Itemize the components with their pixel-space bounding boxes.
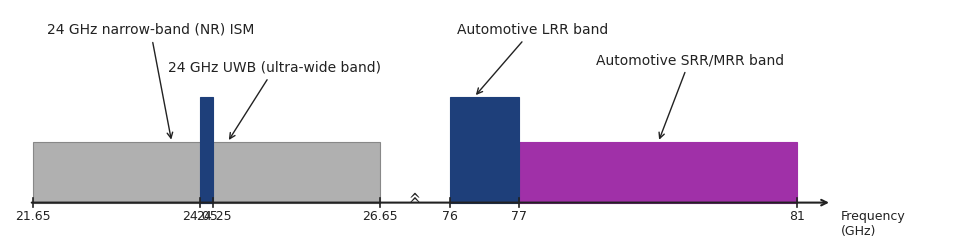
Text: 24.05: 24.05 (181, 210, 217, 223)
Text: Automotive SRR/MRR band: Automotive SRR/MRR band (595, 53, 784, 138)
Text: 77: 77 (511, 210, 527, 223)
Text: 26.65: 26.65 (363, 210, 398, 223)
Bar (519, 142, 797, 203)
Bar (33, 142, 380, 203)
Text: 21.65: 21.65 (15, 210, 50, 223)
Bar (450, 97, 519, 203)
Text: 24 GHz UWB (ultra-wide band): 24 GHz UWB (ultra-wide band) (168, 61, 381, 139)
Text: 81: 81 (789, 210, 805, 223)
Text: Frequency
(GHz): Frequency (GHz) (841, 210, 906, 238)
Bar (200, 97, 213, 203)
Text: »: » (405, 188, 425, 201)
Text: 24.25: 24.25 (196, 210, 232, 223)
Text: 76: 76 (442, 210, 457, 223)
Text: 24 GHz narrow-band (NR) ISM: 24 GHz narrow-band (NR) ISM (46, 23, 254, 138)
Text: Automotive LRR band: Automotive LRR band (456, 23, 608, 94)
